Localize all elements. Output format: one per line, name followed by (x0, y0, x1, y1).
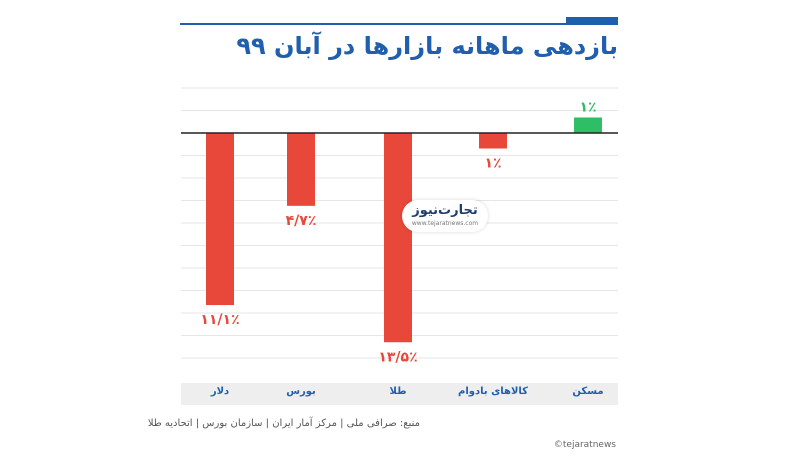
bar (384, 133, 412, 343)
data-label: ۱۳/۵٪ (378, 349, 417, 365)
category-label: دلار (210, 386, 230, 397)
bar (574, 117, 602, 133)
data-label: ۱۱/۱٪ (200, 312, 239, 328)
data-label: ۱٪ (484, 156, 501, 172)
chart-title: بازدهی ماهانه بازارها در آبان ۹۹ (236, 32, 618, 60)
header-rule (180, 23, 618, 25)
source-note: منبع: صرافی ملی | مرکز آمار ایران | سازم… (147, 418, 420, 429)
credit: ©tejaratnews (553, 440, 616, 450)
header-accent-bar (566, 17, 618, 25)
bar (287, 133, 315, 206)
logo-name: تجارت‌نیوز (412, 203, 478, 218)
category-label: مسکن (572, 386, 604, 397)
data-label: ۴/۷٪ (286, 213, 317, 229)
logo-domain: www.tejaratnews.com (411, 220, 479, 227)
data-label: ۱٪ (579, 100, 596, 116)
watermark-logo: تجارت‌نیوز www.tejaratnews.com (402, 200, 488, 232)
bar (479, 133, 507, 149)
category-label: بورس (286, 386, 316, 397)
bar (206, 133, 234, 306)
category-label: کالاهای بادوام (458, 386, 528, 397)
category-strip (181, 383, 618, 405)
category-label: طلا (389, 386, 407, 397)
